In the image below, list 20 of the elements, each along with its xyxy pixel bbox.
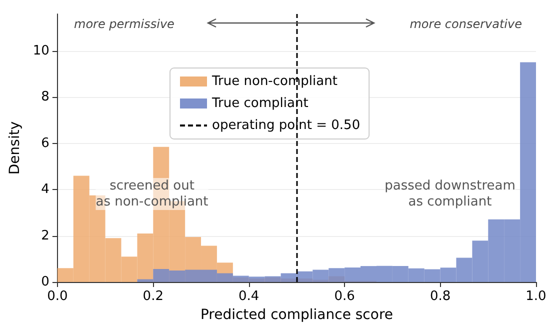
annotation: screened out as non-compliant	[96, 178, 208, 210]
y-tick-label: 2	[41, 228, 50, 244]
annotation: more permissive	[74, 17, 174, 31]
y-tick-label: 6	[41, 136, 50, 151]
annotation: passed downstream as compliant	[384, 178, 516, 210]
x-axis-title: Predicted compliance score	[200, 307, 394, 323]
x-tick-label: 0.4	[238, 289, 260, 304]
x-tick-label: 0.6	[334, 289, 355, 304]
y-tick-label: 4	[41, 182, 50, 198]
x-tick-label: 1.0	[526, 289, 546, 304]
legend-label: True compliant	[211, 96, 308, 111]
y-tick-label: 10	[32, 43, 50, 58]
annotation: more conservative	[410, 17, 522, 31]
y-tick-label: 0	[41, 274, 50, 290]
x-tick-label: 0.0	[47, 289, 68, 304]
y-tick-label: 8	[41, 90, 50, 105]
x-tick-label: 0.8	[430, 289, 451, 304]
legend-label: True non-compliant	[211, 74, 338, 89]
x-tick-label: 0.2	[142, 289, 164, 304]
y-axis-title: Density	[7, 121, 23, 175]
